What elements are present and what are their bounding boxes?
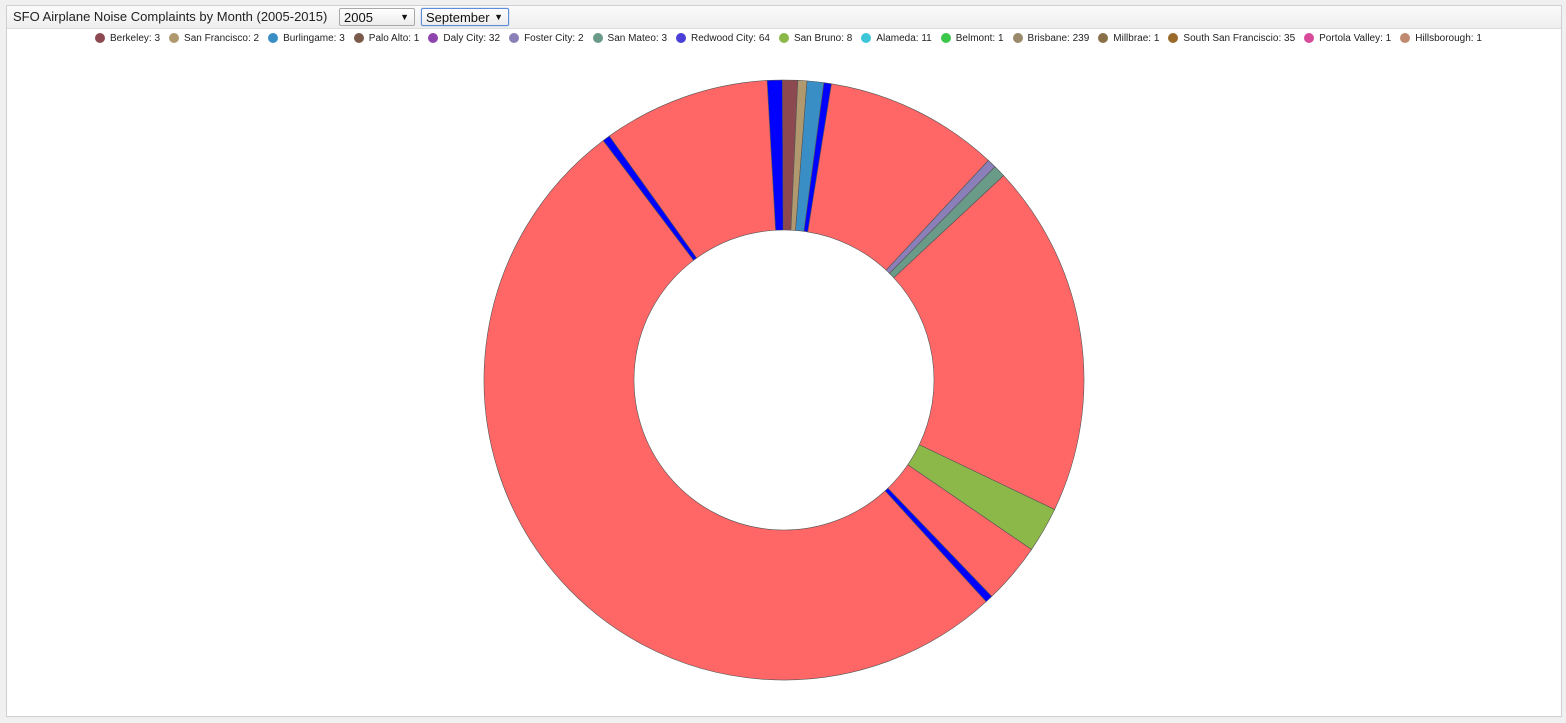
legend-label: Hillsborough: 1: [1415, 32, 1482, 44]
legend-item[interactable]: Brisbane: 239: [1012, 32, 1090, 44]
legend-label: Belmont: 1: [955, 32, 1004, 44]
legend-item[interactable]: South San Franciscio: 35: [1168, 33, 1295, 44]
legend-swatch: [169, 33, 180, 43]
legend-swatch: [1098, 33, 1109, 43]
legend-item[interactable]: Redwood City: 64: [676, 33, 770, 44]
legend-label: Daly City: 32: [443, 32, 501, 44]
year-select[interactable]: 2005 ▼: [339, 8, 415, 26]
legend-label: Burlingame: 3: [283, 32, 345, 44]
chart-legend: Berkeley: 3 San Francisco: 2 Burlingame: 3…: [95, 30, 1491, 46]
legend-item[interactable]: Burlingame: 3: [268, 33, 345, 44]
legend-item[interactable]: Millbrae: 1: [1098, 33, 1159, 44]
legend-swatch: [428, 33, 439, 43]
legend-item[interactable]: San Francisco: 2: [169, 33, 259, 44]
legend-item[interactable]: Daly City: 32: [428, 33, 500, 44]
legend-swatch: [95, 33, 105, 43]
donut-slice[interactable]: [483, 140, 987, 681]
legend-item[interactable]: Belmont: 1: [940, 32, 1004, 44]
legend-label: Berkeley: 3: [110, 32, 161, 44]
legend-item[interactable]: San Mateo: 3: [592, 32, 668, 44]
donut-chart: [483, 79, 1085, 681]
chevron-down-icon: ▼: [400, 12, 409, 22]
legend-swatch: [1012, 33, 1023, 43]
legend-swatch: [592, 33, 603, 43]
legend-item[interactable]: Foster City: 2: [509, 32, 584, 44]
legend-item[interactable]: Portola Valley: 1: [1304, 33, 1391, 44]
month-select-value: September: [426, 10, 490, 25]
legend-label: Portola Valley: 1: [1319, 32, 1392, 44]
legend-swatch: [353, 33, 364, 43]
legend-item[interactable]: Hillsborough: 1: [1400, 33, 1482, 44]
toolbar: SFO Airplane Noise Complaints by Month (…: [7, 6, 1561, 29]
legend-label: Millbrae: 1: [1113, 32, 1160, 44]
legend-swatch: [509, 33, 520, 43]
donut-slice[interactable]: [893, 175, 1085, 510]
legend-swatch: [940, 33, 951, 43]
legend-label: South San Franciscio: 35: [1183, 32, 1296, 44]
legend-swatch: [778, 33, 789, 43]
legend-item[interactable]: Berkeley: 3: [95, 33, 160, 44]
legend-label: Foster City: 2: [524, 32, 584, 44]
legend-swatch: [1400, 33, 1411, 43]
legend-swatch: [268, 33, 279, 43]
legend-swatch: [676, 33, 687, 43]
legend-label: San Bruno: 8: [793, 32, 853, 44]
legend-item[interactable]: Palo Alto: 1: [353, 32, 420, 44]
legend-label: Alameda: 11: [876, 32, 932, 44]
chart-title: SFO Airplane Noise Complaints by Month (…: [13, 9, 328, 24]
chart-panel: SFO Airplane Noise Complaints by Month (…: [6, 5, 1562, 717]
legend-item[interactable]: San Bruno: 8: [778, 32, 853, 44]
legend-swatch: [1304, 33, 1315, 43]
legend-label: San Francisco: 2: [184, 32, 260, 44]
legend-label: San Mateo: 3: [607, 32, 668, 44]
legend-label: Brisbane: 239: [1027, 32, 1090, 44]
donut-slice[interactable]: [608, 80, 776, 259]
chevron-down-icon: ▼: [494, 12, 503, 22]
legend-label: Palo Alto: 1: [368, 32, 420, 44]
legend-swatch: [861, 33, 872, 43]
legend-label: Redwood City: 64: [691, 32, 770, 44]
legend-item[interactable]: Alameda: 11: [861, 32, 932, 44]
legend-swatch: [1168, 33, 1179, 43]
year-select-value: 2005: [344, 10, 373, 25]
month-select[interactable]: September ▼: [421, 8, 509, 26]
